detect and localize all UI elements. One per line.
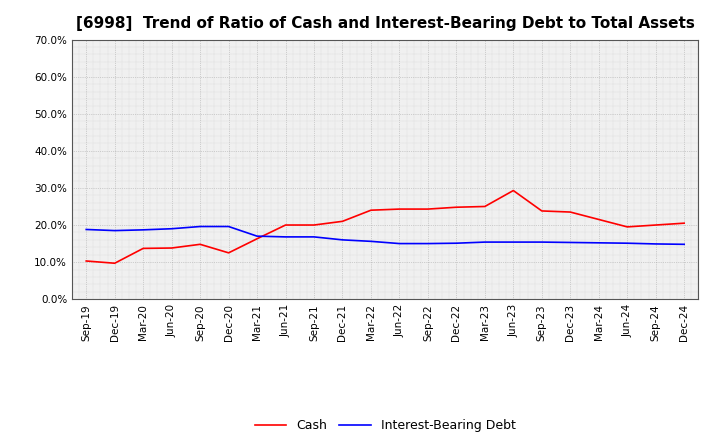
Interest-Bearing Debt	[366, 239, 375, 244]
Interest-Bearing Debt	[423, 241, 432, 246]
Interest-Bearing Debt	[652, 241, 660, 246]
Cash	[139, 246, 148, 251]
Interest-Bearing Debt	[680, 242, 688, 247]
Interest-Bearing Debt	[196, 224, 204, 229]
Cash	[167, 246, 176, 251]
Cash	[282, 222, 290, 227]
Interest-Bearing Debt	[253, 234, 261, 239]
Cash	[310, 222, 318, 227]
Interest-Bearing Debt	[139, 227, 148, 232]
Cash	[110, 260, 119, 266]
Cash	[537, 208, 546, 213]
Interest-Bearing Debt	[509, 239, 518, 245]
Interest-Bearing Debt	[395, 241, 404, 246]
Line: Cash: Cash	[86, 191, 684, 263]
Interest-Bearing Debt	[623, 241, 631, 246]
Interest-Bearing Debt	[110, 228, 119, 233]
Cash	[623, 224, 631, 230]
Interest-Bearing Debt	[225, 224, 233, 229]
Cash	[423, 206, 432, 212]
Cash	[480, 204, 489, 209]
Cash	[253, 236, 261, 242]
Line: Interest-Bearing Debt: Interest-Bearing Debt	[86, 227, 684, 244]
Cash	[196, 242, 204, 247]
Cash	[509, 188, 518, 193]
Cash	[595, 217, 603, 222]
Cash	[680, 220, 688, 226]
Interest-Bearing Debt	[338, 237, 347, 242]
Legend: Cash, Interest-Bearing Debt: Cash, Interest-Bearing Debt	[250, 414, 521, 437]
Interest-Bearing Debt	[82, 227, 91, 232]
Cash	[338, 219, 347, 224]
Title: [6998]  Trend of Ratio of Cash and Interest-Bearing Debt to Total Assets: [6998] Trend of Ratio of Cash and Intere…	[76, 16, 695, 32]
Cash	[652, 222, 660, 227]
Interest-Bearing Debt	[282, 234, 290, 239]
Interest-Bearing Debt	[595, 240, 603, 246]
Interest-Bearing Debt	[310, 234, 318, 239]
Interest-Bearing Debt	[566, 240, 575, 245]
Cash	[366, 208, 375, 213]
Interest-Bearing Debt	[452, 241, 461, 246]
Interest-Bearing Debt	[167, 226, 176, 231]
Cash	[566, 209, 575, 215]
Cash	[452, 205, 461, 210]
Cash	[225, 250, 233, 256]
Cash	[82, 258, 91, 264]
Cash	[395, 206, 404, 212]
Interest-Bearing Debt	[480, 239, 489, 245]
Interest-Bearing Debt	[537, 239, 546, 245]
